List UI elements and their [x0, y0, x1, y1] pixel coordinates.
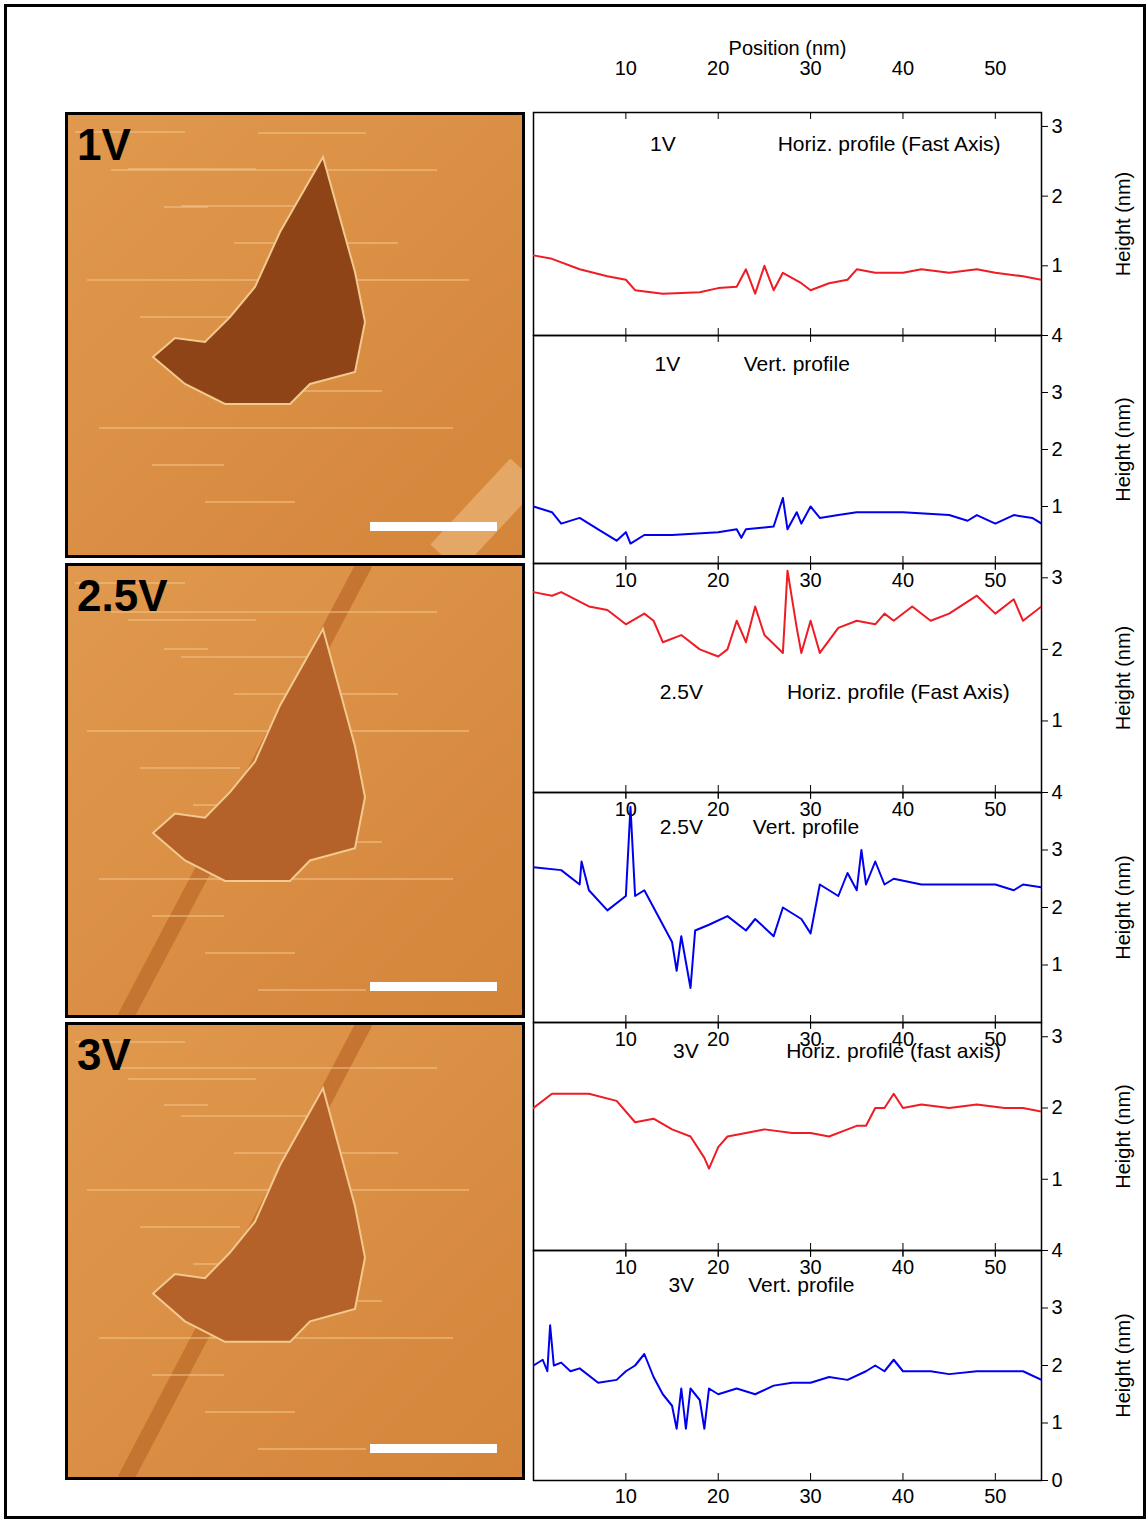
- svg-text:3V: 3V: [77, 1030, 131, 1079]
- svg-text:40: 40: [892, 798, 914, 820]
- svg-text:10: 10: [615, 57, 637, 79]
- svg-text:1: 1: [1052, 953, 1063, 975]
- svg-text:4: 4: [1052, 324, 1063, 346]
- svg-text:3: 3: [1052, 838, 1063, 860]
- svg-text:2: 2: [1052, 185, 1063, 207]
- svg-text:2.5V: 2.5V: [77, 571, 168, 620]
- svg-text:Vert. profile: Vert. profile: [744, 352, 850, 375]
- svg-text:3: 3: [1052, 1025, 1063, 1047]
- svg-text:20: 20: [707, 798, 729, 820]
- svg-text:20: 20: [707, 1485, 729, 1507]
- svg-text:Horiz. profile (fast axis): Horiz. profile (fast axis): [786, 1039, 1001, 1062]
- svg-text:40: 40: [892, 57, 914, 79]
- svg-text:Vert. profile: Vert. profile: [753, 815, 859, 838]
- svg-text:1: 1: [1052, 1411, 1063, 1433]
- svg-text:Height (nm): Height (nm): [1112, 626, 1134, 730]
- svg-text:20: 20: [707, 569, 729, 591]
- svg-text:Height (nm): Height (nm): [1112, 1313, 1134, 1417]
- svg-text:4: 4: [1052, 781, 1063, 803]
- svg-text:Horiz. profile (Fast Axis): Horiz. profile (Fast Axis): [778, 132, 1001, 155]
- svg-text:2: 2: [1052, 438, 1063, 460]
- svg-text:10: 10: [615, 1485, 637, 1507]
- svg-text:2: 2: [1052, 896, 1063, 918]
- svg-text:Position (nm): Position (nm): [729, 37, 847, 59]
- svg-text:2: 2: [1052, 638, 1063, 660]
- svg-text:40: 40: [892, 1256, 914, 1278]
- svg-text:Height (nm): Height (nm): [1112, 1084, 1134, 1188]
- svg-text:3: 3: [1052, 566, 1063, 588]
- svg-text:2.5V: 2.5V: [660, 680, 703, 703]
- svg-text:30: 30: [799, 1255, 822, 1278]
- svg-text:30: 30: [799, 569, 821, 591]
- svg-text:2: 2: [1052, 1096, 1063, 1118]
- svg-text:30: 30: [799, 57, 821, 79]
- svg-text:1V: 1V: [650, 132, 676, 155]
- svg-text:Vert. profile: Vert. profile: [748, 1273, 854, 1296]
- svg-text:4: 4: [1052, 1239, 1063, 1261]
- svg-text:Height (nm): Height (nm): [1112, 855, 1134, 959]
- svg-text:1V: 1V: [655, 352, 681, 375]
- svg-text:40: 40: [892, 1485, 914, 1507]
- svg-text:3: 3: [1052, 381, 1063, 403]
- svg-text:50: 50: [984, 1256, 1006, 1278]
- svg-text:3: 3: [1052, 115, 1063, 137]
- svg-text:50: 50: [984, 1485, 1006, 1507]
- svg-text:10: 10: [615, 1256, 637, 1278]
- svg-text:50: 50: [984, 569, 1006, 591]
- svg-text:1: 1: [1052, 254, 1063, 276]
- svg-text:50: 50: [984, 57, 1006, 79]
- svg-text:1: 1: [1052, 495, 1063, 517]
- svg-text:Height (nm): Height (nm): [1112, 172, 1134, 276]
- svg-text:20: 20: [707, 1256, 729, 1278]
- svg-text:1V: 1V: [77, 120, 131, 169]
- svg-text:30: 30: [799, 797, 822, 820]
- svg-text:10: 10: [615, 1028, 637, 1050]
- svg-text:0: 0: [1052, 1469, 1063, 1491]
- svg-text:20: 20: [707, 57, 729, 79]
- svg-text:2: 2: [1052, 1354, 1063, 1376]
- svg-text:Horiz. profile (Fast Axis): Horiz. profile (Fast Axis): [787, 680, 1010, 703]
- svg-text:40: 40: [892, 569, 914, 591]
- svg-text:Height (nm): Height (nm): [1112, 397, 1134, 501]
- svg-text:2.5V: 2.5V: [660, 815, 703, 838]
- svg-text:3: 3: [1052, 1296, 1063, 1318]
- svg-text:1: 1: [1052, 709, 1063, 731]
- svg-text:10: 10: [615, 798, 637, 820]
- svg-text:10: 10: [615, 569, 637, 591]
- svg-text:50: 50: [984, 798, 1006, 820]
- svg-text:3V: 3V: [668, 1273, 694, 1296]
- svg-text:3V: 3V: [673, 1039, 699, 1062]
- svg-text:20: 20: [707, 1028, 729, 1050]
- svg-text:1: 1: [1052, 1168, 1063, 1190]
- svg-text:30: 30: [799, 1485, 821, 1507]
